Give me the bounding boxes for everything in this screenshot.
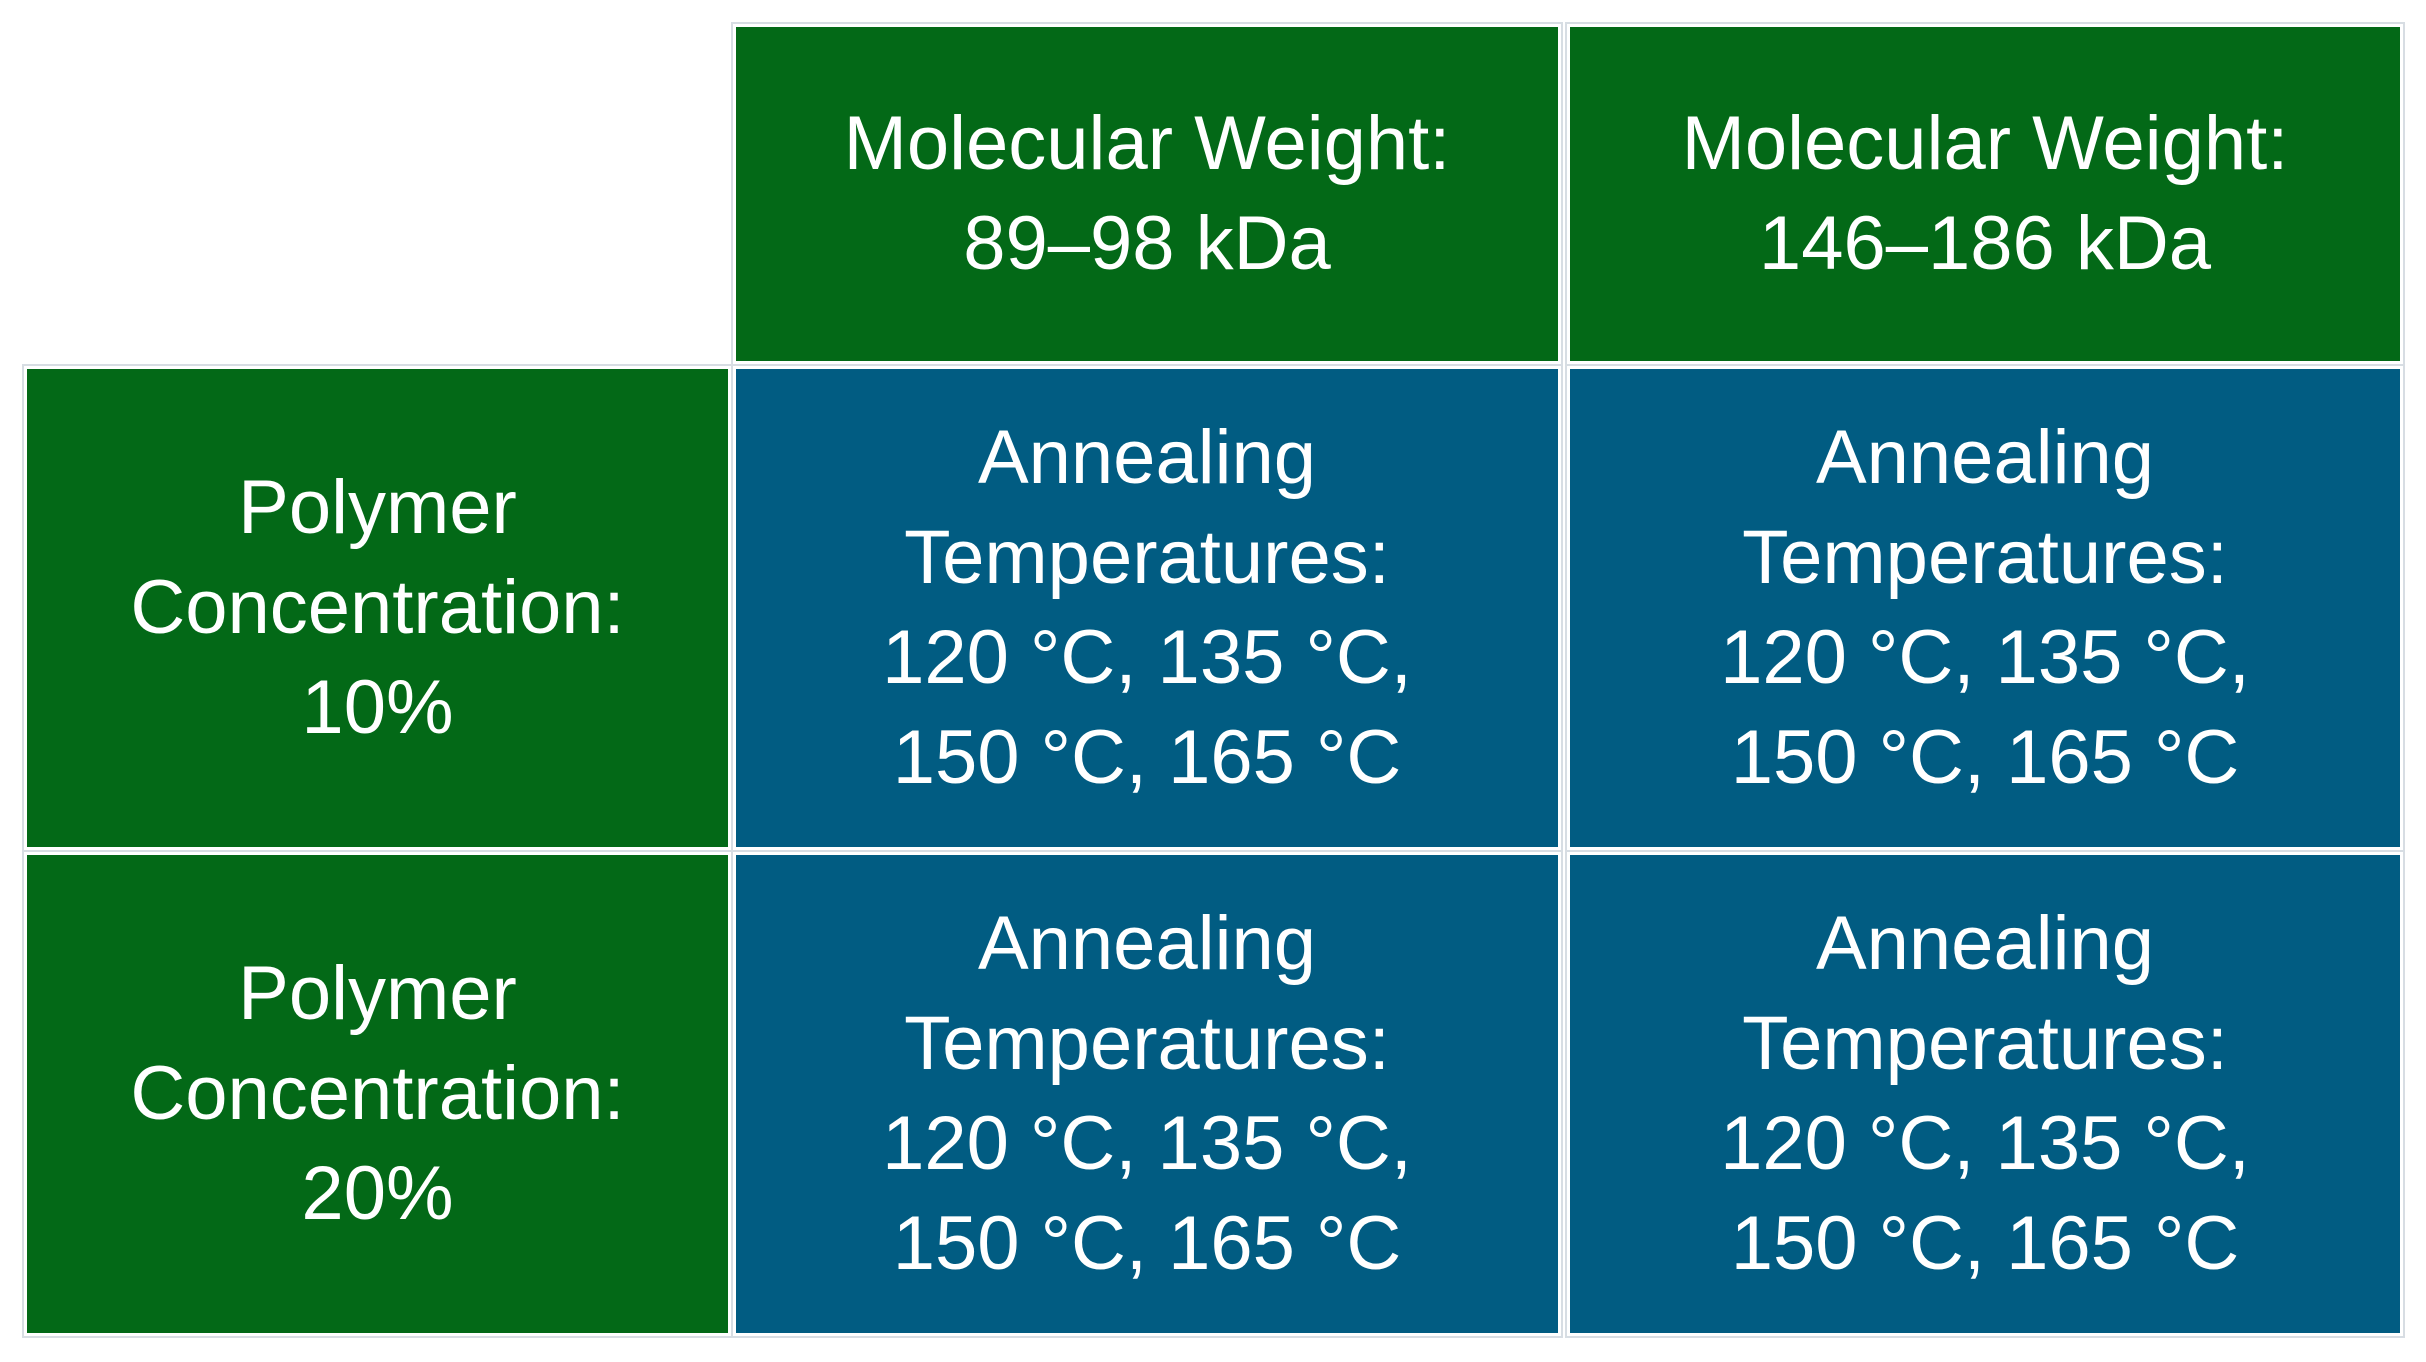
row-header-label: Polymer Concentration: 10% (130, 465, 625, 750)
cell-annealing-temperatures: Annealing Temperatures: 120 °C, 135 °C, … (1567, 852, 2403, 1336)
row-header-label: Polymer Concentration: 20% (130, 951, 625, 1236)
cell-text: Annealing Temperatures: 120 °C, 135 °C, … (882, 415, 1412, 800)
cell-annealing-temperatures: Annealing Temperatures: 120 °C, 135 °C, … (733, 366, 1561, 850)
column-header-mw-high: Molecular Weight: 146–186 kDa (1567, 24, 2403, 364)
cell-text: Annealing Temperatures: 120 °C, 135 °C, … (1720, 901, 2250, 1286)
row-header-concentration-10: Polymer Concentration: 10% (24, 366, 731, 850)
column-header-label: Molecular Weight: 89–98 kDa (843, 101, 1451, 286)
row-header-concentration-20: Polymer Concentration: 20% (24, 852, 731, 1336)
cell-text: Annealing Temperatures: 120 °C, 135 °C, … (882, 901, 1412, 1286)
column-header-label: Molecular Weight: 146–186 kDa (1681, 101, 2289, 286)
cell-text: Annealing Temperatures: 120 °C, 135 °C, … (1720, 415, 2250, 800)
cell-annealing-temperatures: Annealing Temperatures: 120 °C, 135 °C, … (733, 852, 1561, 1336)
column-header-mw-low: Molecular Weight: 89–98 kDa (733, 24, 1561, 364)
cell-annealing-temperatures: Annealing Temperatures: 120 °C, 135 °C, … (1567, 366, 2403, 850)
